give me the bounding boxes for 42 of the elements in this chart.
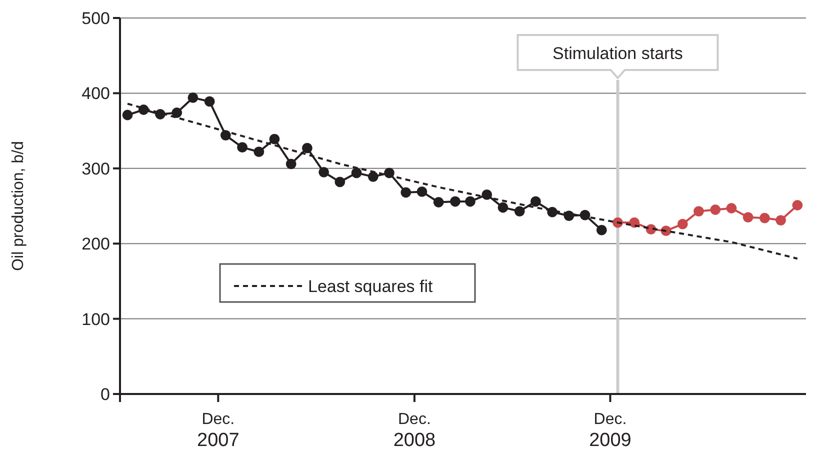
point bbox=[514, 206, 525, 216]
x-tick-label: Dec. 2009 bbox=[589, 411, 632, 451]
point bbox=[254, 146, 264, 158]
point bbox=[318, 166, 330, 178]
ref-line-label: Stimulation starts bbox=[552, 44, 683, 63]
point bbox=[172, 108, 182, 118]
y-tick-label: 400 bbox=[82, 84, 110, 104]
point bbox=[433, 197, 444, 208]
point bbox=[416, 186, 428, 197]
point bbox=[302, 142, 312, 154]
point bbox=[334, 176, 346, 188]
y-tick-label: 500 bbox=[82, 9, 110, 28]
point bbox=[792, 200, 803, 210]
point bbox=[122, 110, 133, 120]
point bbox=[204, 96, 215, 107]
y-axis-title: Oil production, b/d bbox=[10, 141, 27, 271]
point bbox=[465, 196, 476, 207]
point bbox=[498, 202, 508, 213]
point bbox=[530, 196, 541, 207]
point bbox=[237, 142, 248, 153]
y-tick-label: 100 bbox=[82, 310, 110, 329]
point bbox=[596, 224, 607, 236]
point bbox=[776, 215, 786, 226]
point bbox=[726, 203, 737, 214]
x-tick-label: Dec. 2007 bbox=[197, 411, 240, 451]
point bbox=[694, 206, 704, 216]
y-tick-label: 0 bbox=[100, 385, 110, 404]
x-tick-label: Dec. 2008 bbox=[393, 411, 436, 451]
point bbox=[188, 92, 198, 103]
point bbox=[368, 171, 378, 182]
point bbox=[710, 204, 721, 215]
point bbox=[269, 134, 280, 144]
y-tick-label: 200 bbox=[82, 234, 110, 254]
point bbox=[450, 196, 460, 207]
point bbox=[400, 187, 412, 198]
point bbox=[677, 218, 688, 230]
point bbox=[286, 158, 296, 170]
point bbox=[351, 168, 362, 178]
point bbox=[742, 212, 754, 222]
point bbox=[760, 212, 770, 224]
legend-label: Least squares fit bbox=[308, 277, 434, 296]
y-tick-label: 300 bbox=[82, 159, 110, 178]
